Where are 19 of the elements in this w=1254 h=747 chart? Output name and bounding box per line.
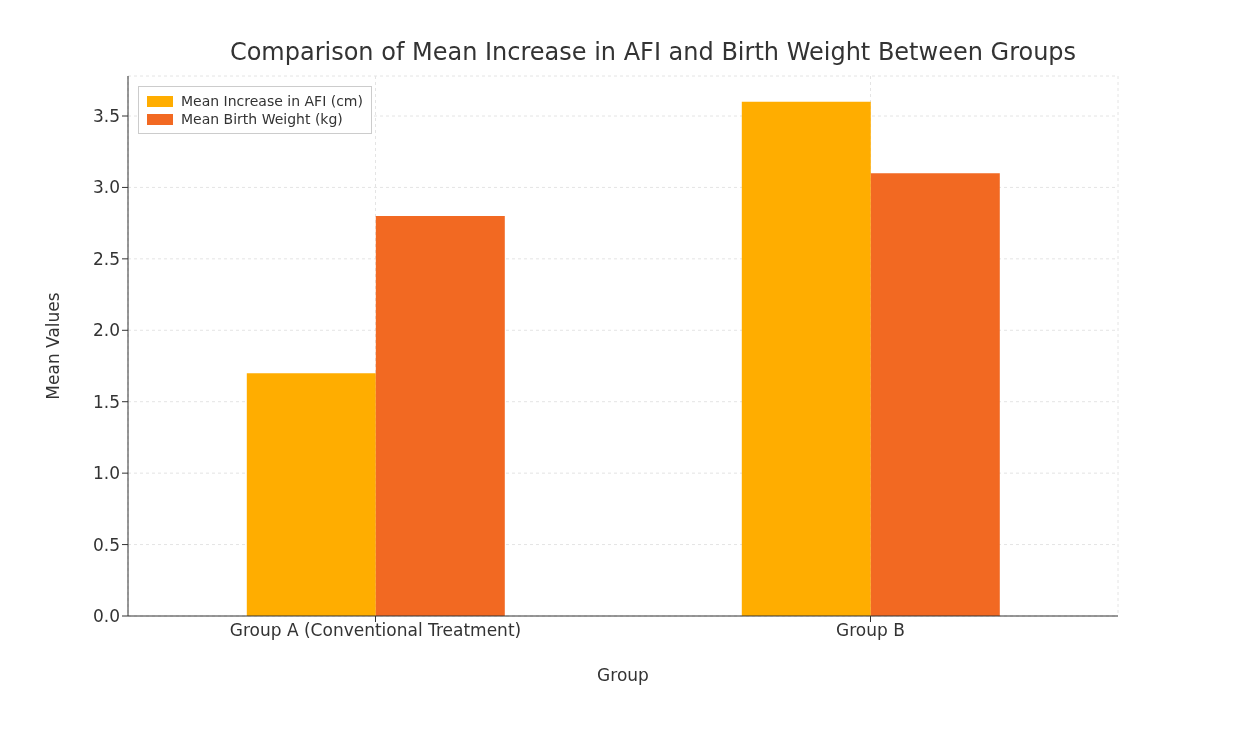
legend-label: Mean Birth Weight (kg) (181, 111, 343, 127)
bar (741, 101, 871, 616)
y-tick-label: 2.5 (92, 248, 120, 269)
legend-label: Mean Increase in AFI (cm) (181, 93, 363, 109)
y-tick-label: 2.0 (92, 320, 120, 341)
x-tick-label: Group B (836, 620, 905, 641)
bar (246, 373, 376, 616)
y-tick-label: 1.0 (92, 463, 120, 484)
y-tick-label: 3.5 (92, 106, 120, 127)
bar (870, 173, 1000, 616)
y-tick-label: 0.0 (92, 606, 120, 627)
x-tick-label: Group A (Conventional Treatment) (229, 620, 522, 641)
chart-title: Comparison of Mean Increase in AFI and Birth Weight Between Groups (228, 37, 1078, 66)
y-tick-label: 1.5 (92, 391, 120, 412)
y-tick-label: 0.5 (92, 534, 120, 555)
y-tick-label: 3.0 (92, 177, 120, 198)
bar (375, 216, 505, 616)
x-axis-title: Group (597, 665, 649, 685)
y-axis-title: Mean Values (43, 292, 64, 400)
